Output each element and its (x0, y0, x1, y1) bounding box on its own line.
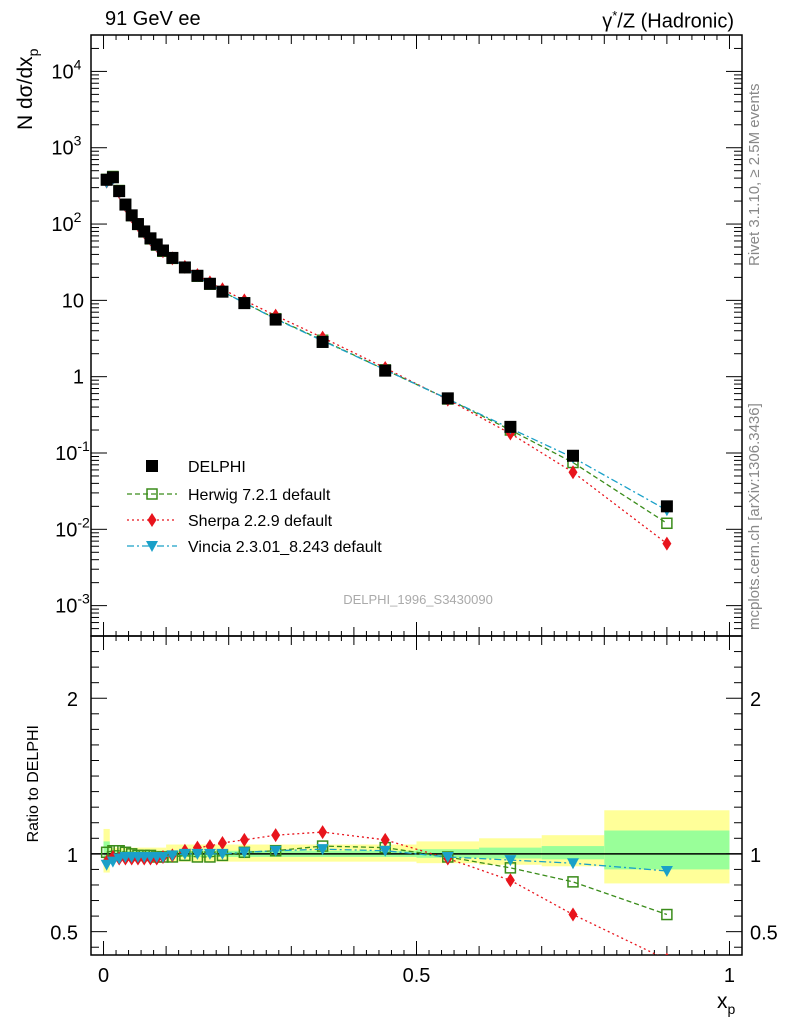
data-point (119, 198, 132, 211)
legend-marker (146, 488, 158, 500)
legend-label: DELPHI (188, 459, 246, 476)
ratio-inner-band (541, 846, 605, 860)
ratio-point (379, 845, 392, 857)
ratio-y-tick-label-right: 1 (750, 845, 761, 867)
x-tick-label: 0.5 (403, 965, 431, 987)
ratio-y-axis-title: Ratio to DELPHI (25, 725, 42, 842)
data-point (379, 364, 392, 377)
header-left-label: 91 GeV ee (105, 8, 201, 30)
ratio-point (238, 847, 251, 859)
data-point (156, 244, 169, 257)
legend-label: Herwig 7.2.1 default (188, 487, 331, 504)
ratio-point (269, 845, 282, 857)
ratio-point (380, 832, 390, 847)
y-tick-label: 103 (51, 133, 81, 160)
ratio-point (106, 856, 119, 868)
data-point (106, 171, 119, 184)
ratio-point (100, 859, 113, 871)
data-point (316, 335, 329, 348)
ratio-point (271, 828, 281, 843)
x-tick-label: 0 (98, 965, 109, 987)
analysis-label: DELPHI_1996_S3430090 (343, 592, 493, 607)
data-point (566, 449, 579, 462)
x-axis-title: xp (717, 990, 736, 1017)
ratio-point (660, 865, 673, 877)
ratio-point (166, 850, 179, 862)
ratio-y-tick-label: 1 (67, 845, 78, 867)
legend-marker (146, 460, 158, 472)
ratio-point (203, 848, 216, 860)
ratio-point (567, 876, 579, 888)
ratio-y-tick-label: 0.5 (50, 923, 78, 945)
ratio-point (217, 835, 227, 850)
y-tick-label: 10 (62, 290, 84, 312)
data-point (178, 261, 191, 274)
y-tick-label: 10-3 (55, 591, 90, 618)
y-tick-label: 10-2 (55, 514, 90, 541)
ratio-point (665, 952, 669, 955)
y-tick-label: 102 (51, 209, 81, 236)
ratio-point (568, 907, 578, 922)
ratio-point (156, 851, 169, 863)
ratio-point (316, 844, 329, 856)
data-point (238, 297, 251, 310)
header-right-prefix: γ (602, 10, 613, 33)
y-tick-label: 1 (73, 367, 84, 389)
header-right-label: γ*/Z (Hadronic) (602, 8, 734, 34)
ratio-point (504, 855, 517, 867)
mc-point (662, 536, 672, 551)
header-right-rest: /Z (Hadronic) (617, 10, 734, 33)
ratio-point (318, 825, 328, 840)
x-tick-label: 1 (724, 965, 735, 987)
data-point (216, 285, 229, 298)
y-tick-label: 104 (51, 56, 81, 83)
legend-label: Sherpa 2.2.9 default (188, 513, 333, 530)
ratio-inner-band (479, 847, 542, 859)
ratio-y-tick-label: 2 (67, 689, 78, 711)
ratio-y-tick-label-right: 0.5 (750, 923, 778, 945)
legend-label: Vincia 2.3.01_8.243 default (188, 539, 382, 556)
mcplots-source-label: mcplots.cern.ch [arXiv:1306.3436] (746, 403, 763, 630)
data-point (441, 392, 454, 405)
ratio-point (661, 908, 673, 921)
ratio-point (505, 873, 515, 888)
header-right-sup: * (612, 8, 618, 23)
rivet-version-label: Rivet 3.1.10, ≥ 2.5M events (746, 83, 763, 267)
data-point (113, 185, 126, 198)
ratio-inner-band (103, 841, 110, 865)
ratio-point (239, 832, 249, 847)
y-tick-label: 10-1 (55, 438, 90, 465)
y-axis-title: N dσ/dxp (14, 48, 41, 130)
data-point (203, 277, 216, 290)
data-point (269, 313, 282, 326)
legend-marker (146, 541, 158, 552)
ratio-point (178, 848, 191, 860)
data-point (191, 269, 204, 282)
data-point (166, 251, 179, 264)
mc-point (568, 465, 578, 480)
legend-marker (147, 513, 157, 527)
ratio-series-group (100, 825, 673, 955)
ratio-point (216, 848, 229, 860)
ratio-point (441, 851, 454, 863)
data-point (660, 500, 673, 513)
ratio-inner-band (604, 830, 730, 870)
ratio-point (191, 848, 204, 860)
data-point (504, 420, 517, 433)
ratio-y-tick-label-right: 2 (750, 689, 761, 711)
mc-point (661, 517, 673, 530)
main-series-group (100, 170, 673, 551)
ratio-point (566, 858, 579, 870)
